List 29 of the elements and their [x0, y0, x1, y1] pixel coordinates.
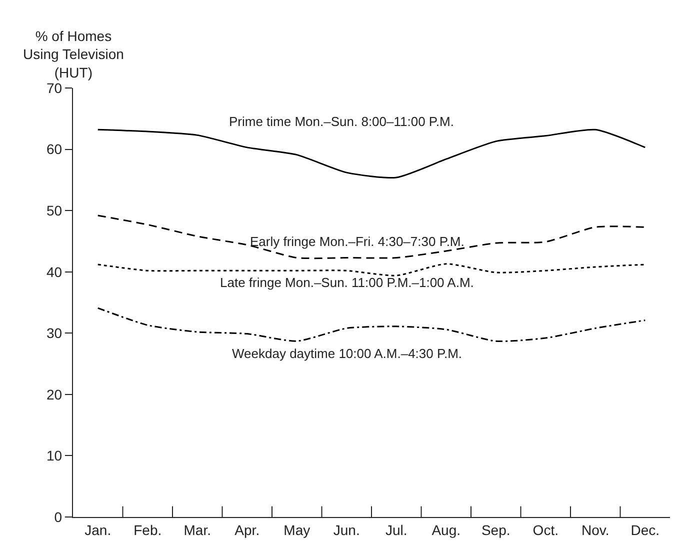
- x-tick-label: Nov.: [582, 522, 610, 538]
- x-tick-label: Feb.: [134, 522, 162, 538]
- x-tick-label: Aug.: [432, 522, 461, 538]
- x-tick-label: Oct.: [532, 522, 558, 538]
- line-series: [97, 263, 646, 276]
- y-axis-title: % of Homes Using Television (HUT): [23, 28, 124, 80]
- x-tick-label: May: [284, 522, 310, 538]
- y-tick-label: 50: [46, 202, 62, 218]
- line-series: [97, 307, 646, 342]
- y-tick-label: 10: [46, 448, 62, 464]
- series-label: Early fringe Mon.–Fri. 4:30–7:30 P.M.: [250, 234, 464, 249]
- x-tick-label: Apr.: [234, 522, 260, 538]
- line-series: [97, 214, 646, 260]
- line-series: [97, 128, 646, 178]
- x-tick-label: Jul.: [385, 522, 408, 538]
- x-tick-label: Jan.: [84, 522, 112, 538]
- y-tick-label: 20: [46, 386, 62, 402]
- series-label: Weekday daytime 10:00 A.M.–4:30 P.M.: [232, 346, 462, 361]
- series-label: Prime time Mon.–Sun. 8:00–11:00 P.M.: [229, 114, 454, 129]
- x-tick-label: Sep.: [481, 522, 510, 538]
- y-tick-label: 70: [46, 80, 62, 96]
- series-label: Late fringe Mon.–Sun. 11:00 P.M.–1:00 A.M.: [220, 275, 474, 290]
- y-tick-label: 30: [46, 325, 62, 342]
- x-tick-label: Jun.: [333, 522, 360, 538]
- y-tick-label: 40: [46, 264, 62, 280]
- x-tick-label: Dec.: [630, 522, 660, 538]
- y-tick-label: 60: [46, 141, 62, 158]
- x-tick-label: Mar.: [184, 522, 211, 538]
- y-tick-label: 0: [54, 508, 62, 525]
